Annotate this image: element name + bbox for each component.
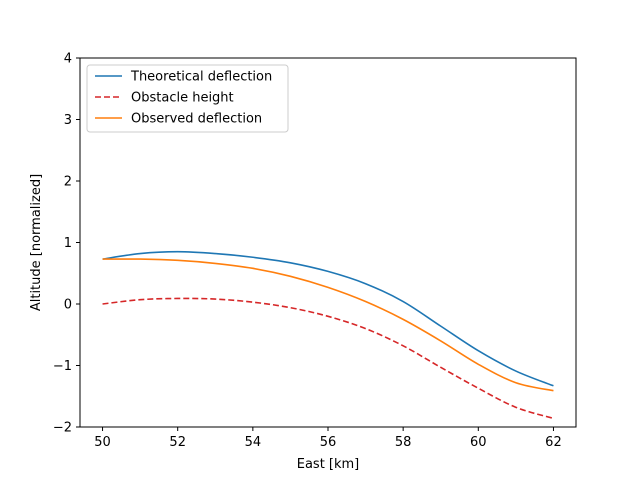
series-line-3	[102, 258, 554, 392]
x-axis: 50 52 54 56 58 60 62	[94, 427, 562, 450]
y-tick-label: −2	[53, 421, 72, 436]
x-tick-label: 50	[94, 435, 111, 450]
x-axis-label: East [km]	[297, 457, 360, 472]
y-tick-label: 2	[64, 175, 72, 190]
x-tick-label: 56	[320, 435, 337, 450]
legend-label-1: Theoretical deflection	[130, 70, 272, 85]
y-tick-label: 0	[64, 298, 72, 313]
y-tick-label: −1	[53, 359, 72, 374]
y-axis-label: Altitude [normalized]	[29, 174, 44, 311]
legend: Theoretical deflection Obstacle height Obs…	[86, 64, 289, 133]
legend-label-3: Observed deflection	[131, 112, 262, 127]
legend-box	[86, 64, 289, 133]
y-axis: −2 −1 0 1 2 3 4	[53, 52, 80, 436]
series-line-2	[102, 297, 554, 420]
x-tick-label: 54	[245, 435, 262, 450]
x-tick-label: 62	[545, 435, 562, 450]
y-tick-label: 1	[64, 236, 72, 251]
series-line-1	[102, 250, 554, 387]
y-tick-label: 3	[64, 113, 72, 128]
legend-label-2: Obstacle height	[131, 91, 234, 106]
y-tick-label: 4	[64, 52, 72, 67]
x-tick-label: 58	[395, 435, 412, 450]
plot-lines	[102, 250, 554, 420]
x-tick-label: 60	[470, 435, 487, 450]
x-tick-label: 52	[169, 435, 186, 450]
